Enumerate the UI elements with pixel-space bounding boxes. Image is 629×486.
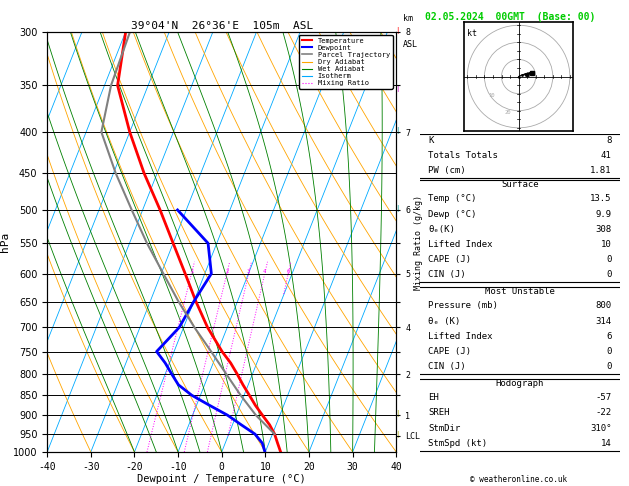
Text: Lifted Index: Lifted Index (428, 332, 493, 341)
Text: EH: EH (428, 393, 439, 402)
Text: Pressure (mb): Pressure (mb) (428, 301, 498, 311)
Text: 800: 800 (596, 301, 611, 311)
Text: θₑ(K): θₑ(K) (428, 225, 455, 234)
Text: km: km (403, 14, 413, 23)
Text: 314: 314 (596, 316, 611, 326)
Text: Temp (°C): Temp (°C) (428, 194, 477, 203)
Text: 20: 20 (505, 110, 511, 115)
Text: Most Unstable: Most Unstable (485, 287, 555, 296)
Text: -57: -57 (596, 393, 611, 402)
Text: 0: 0 (606, 347, 611, 356)
Text: 0: 0 (606, 255, 611, 264)
Text: Mixing Ratio (g/kg): Mixing Ratio (g/kg) (414, 195, 423, 291)
Text: 4: 4 (263, 269, 266, 274)
Text: 310°: 310° (590, 424, 611, 433)
Text: StmDir: StmDir (428, 424, 460, 433)
Text: |: | (396, 27, 399, 34)
Text: 9.9: 9.9 (596, 209, 611, 219)
Text: 8: 8 (606, 136, 611, 145)
Text: |: | (396, 410, 399, 417)
Text: 10: 10 (601, 240, 611, 249)
Text: 41: 41 (601, 151, 611, 160)
Text: CAPE (J): CAPE (J) (428, 347, 471, 356)
Title: 39°04'N  26°36'E  105m  ASL: 39°04'N 26°36'E 105m ASL (131, 21, 313, 31)
Text: 02.05.2024  00GMT  (Base: 00): 02.05.2024 00GMT (Base: 00) (425, 12, 595, 22)
Text: Hodograph: Hodograph (496, 379, 544, 388)
Text: Dewp (°C): Dewp (°C) (428, 209, 477, 219)
Text: Lifted Index: Lifted Index (428, 240, 493, 249)
Text: Surface: Surface (501, 180, 538, 189)
Text: SREH: SREH (428, 409, 450, 417)
Text: -22: -22 (596, 409, 611, 417)
Text: 1: 1 (190, 269, 193, 274)
Text: PW (cm): PW (cm) (428, 166, 465, 175)
Text: 13.5: 13.5 (590, 194, 611, 203)
Text: 0: 0 (606, 270, 611, 279)
Text: StmSpd (kt): StmSpd (kt) (428, 439, 487, 448)
Text: ASL: ASL (403, 40, 418, 49)
Text: 10: 10 (488, 93, 494, 98)
Text: 308: 308 (596, 225, 611, 234)
Text: |: | (396, 205, 399, 212)
Text: CAPE (J): CAPE (J) (428, 255, 471, 264)
Text: θₑ (K): θₑ (K) (428, 316, 460, 326)
Legend: Temperature, Dewpoint, Parcel Trajectory, Dry Adiabat, Wet Adiabat, Isotherm, Mi: Temperature, Dewpoint, Parcel Trajectory… (299, 35, 392, 89)
Text: CIN (J): CIN (J) (428, 362, 465, 371)
Text: 1.81: 1.81 (590, 166, 611, 175)
Text: 6: 6 (287, 269, 290, 274)
Text: |: | (396, 431, 399, 438)
Text: K: K (428, 136, 433, 145)
Text: 0: 0 (606, 362, 611, 371)
X-axis label: Dewpoint / Temperature (°C): Dewpoint / Temperature (°C) (137, 474, 306, 485)
Text: CIN (J): CIN (J) (428, 270, 465, 279)
Text: 14: 14 (601, 439, 611, 448)
Text: © weatheronline.co.uk: © weatheronline.co.uk (470, 474, 567, 484)
Text: 2: 2 (225, 269, 228, 274)
Text: 3: 3 (247, 269, 250, 274)
Y-axis label: hPa: hPa (0, 232, 10, 252)
Text: Totals Totals: Totals Totals (428, 151, 498, 160)
Text: |: | (396, 127, 399, 134)
Text: 6: 6 (606, 332, 611, 341)
Text: |: | (396, 86, 399, 92)
Text: kt: kt (467, 29, 477, 38)
